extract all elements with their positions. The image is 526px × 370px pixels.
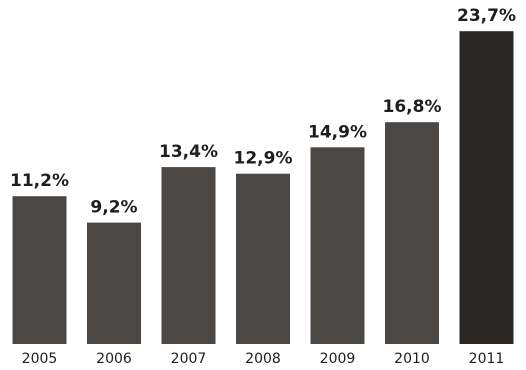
value-label-2005: 11,2% — [10, 171, 69, 191]
bar-2006 — [87, 222, 141, 344]
value-label-2009: 14,9% — [308, 122, 367, 142]
value-label-2010: 16,8% — [383, 97, 442, 117]
x-tick-label-2010: 2010 — [394, 351, 430, 367]
x-axis-tick-labels: 2005 2006 2007 2008 2009 2010 2011 — [22, 351, 505, 367]
value-label-2007: 13,4% — [159, 142, 218, 162]
bar-2008 — [236, 173, 290, 344]
bars-group — [12, 31, 514, 344]
x-tick-label-2005: 2005 — [22, 351, 58, 367]
x-tick-label-2007: 2007 — [171, 351, 207, 367]
x-tick-label-2011: 2011 — [469, 351, 505, 367]
value-label-2006: 9,2% — [90, 198, 137, 218]
bar-2009 — [310, 147, 365, 344]
value-label-2008: 12,9% — [234, 149, 293, 169]
bar-2007 — [161, 167, 216, 344]
x-tick-label-2006: 2006 — [96, 351, 132, 367]
x-tick-label-2009: 2009 — [320, 351, 356, 367]
bar-2005 — [12, 196, 67, 344]
x-tick-label-2008: 2008 — [245, 351, 281, 367]
bar-2010 — [385, 122, 439, 344]
value-labels-group: 11,2% 9,2% 13,4% 12,9% 14,9% 16,8% 23,7% — [10, 6, 516, 217]
value-label-2011: 23,7% — [457, 6, 516, 26]
bar-2011 — [459, 31, 514, 344]
